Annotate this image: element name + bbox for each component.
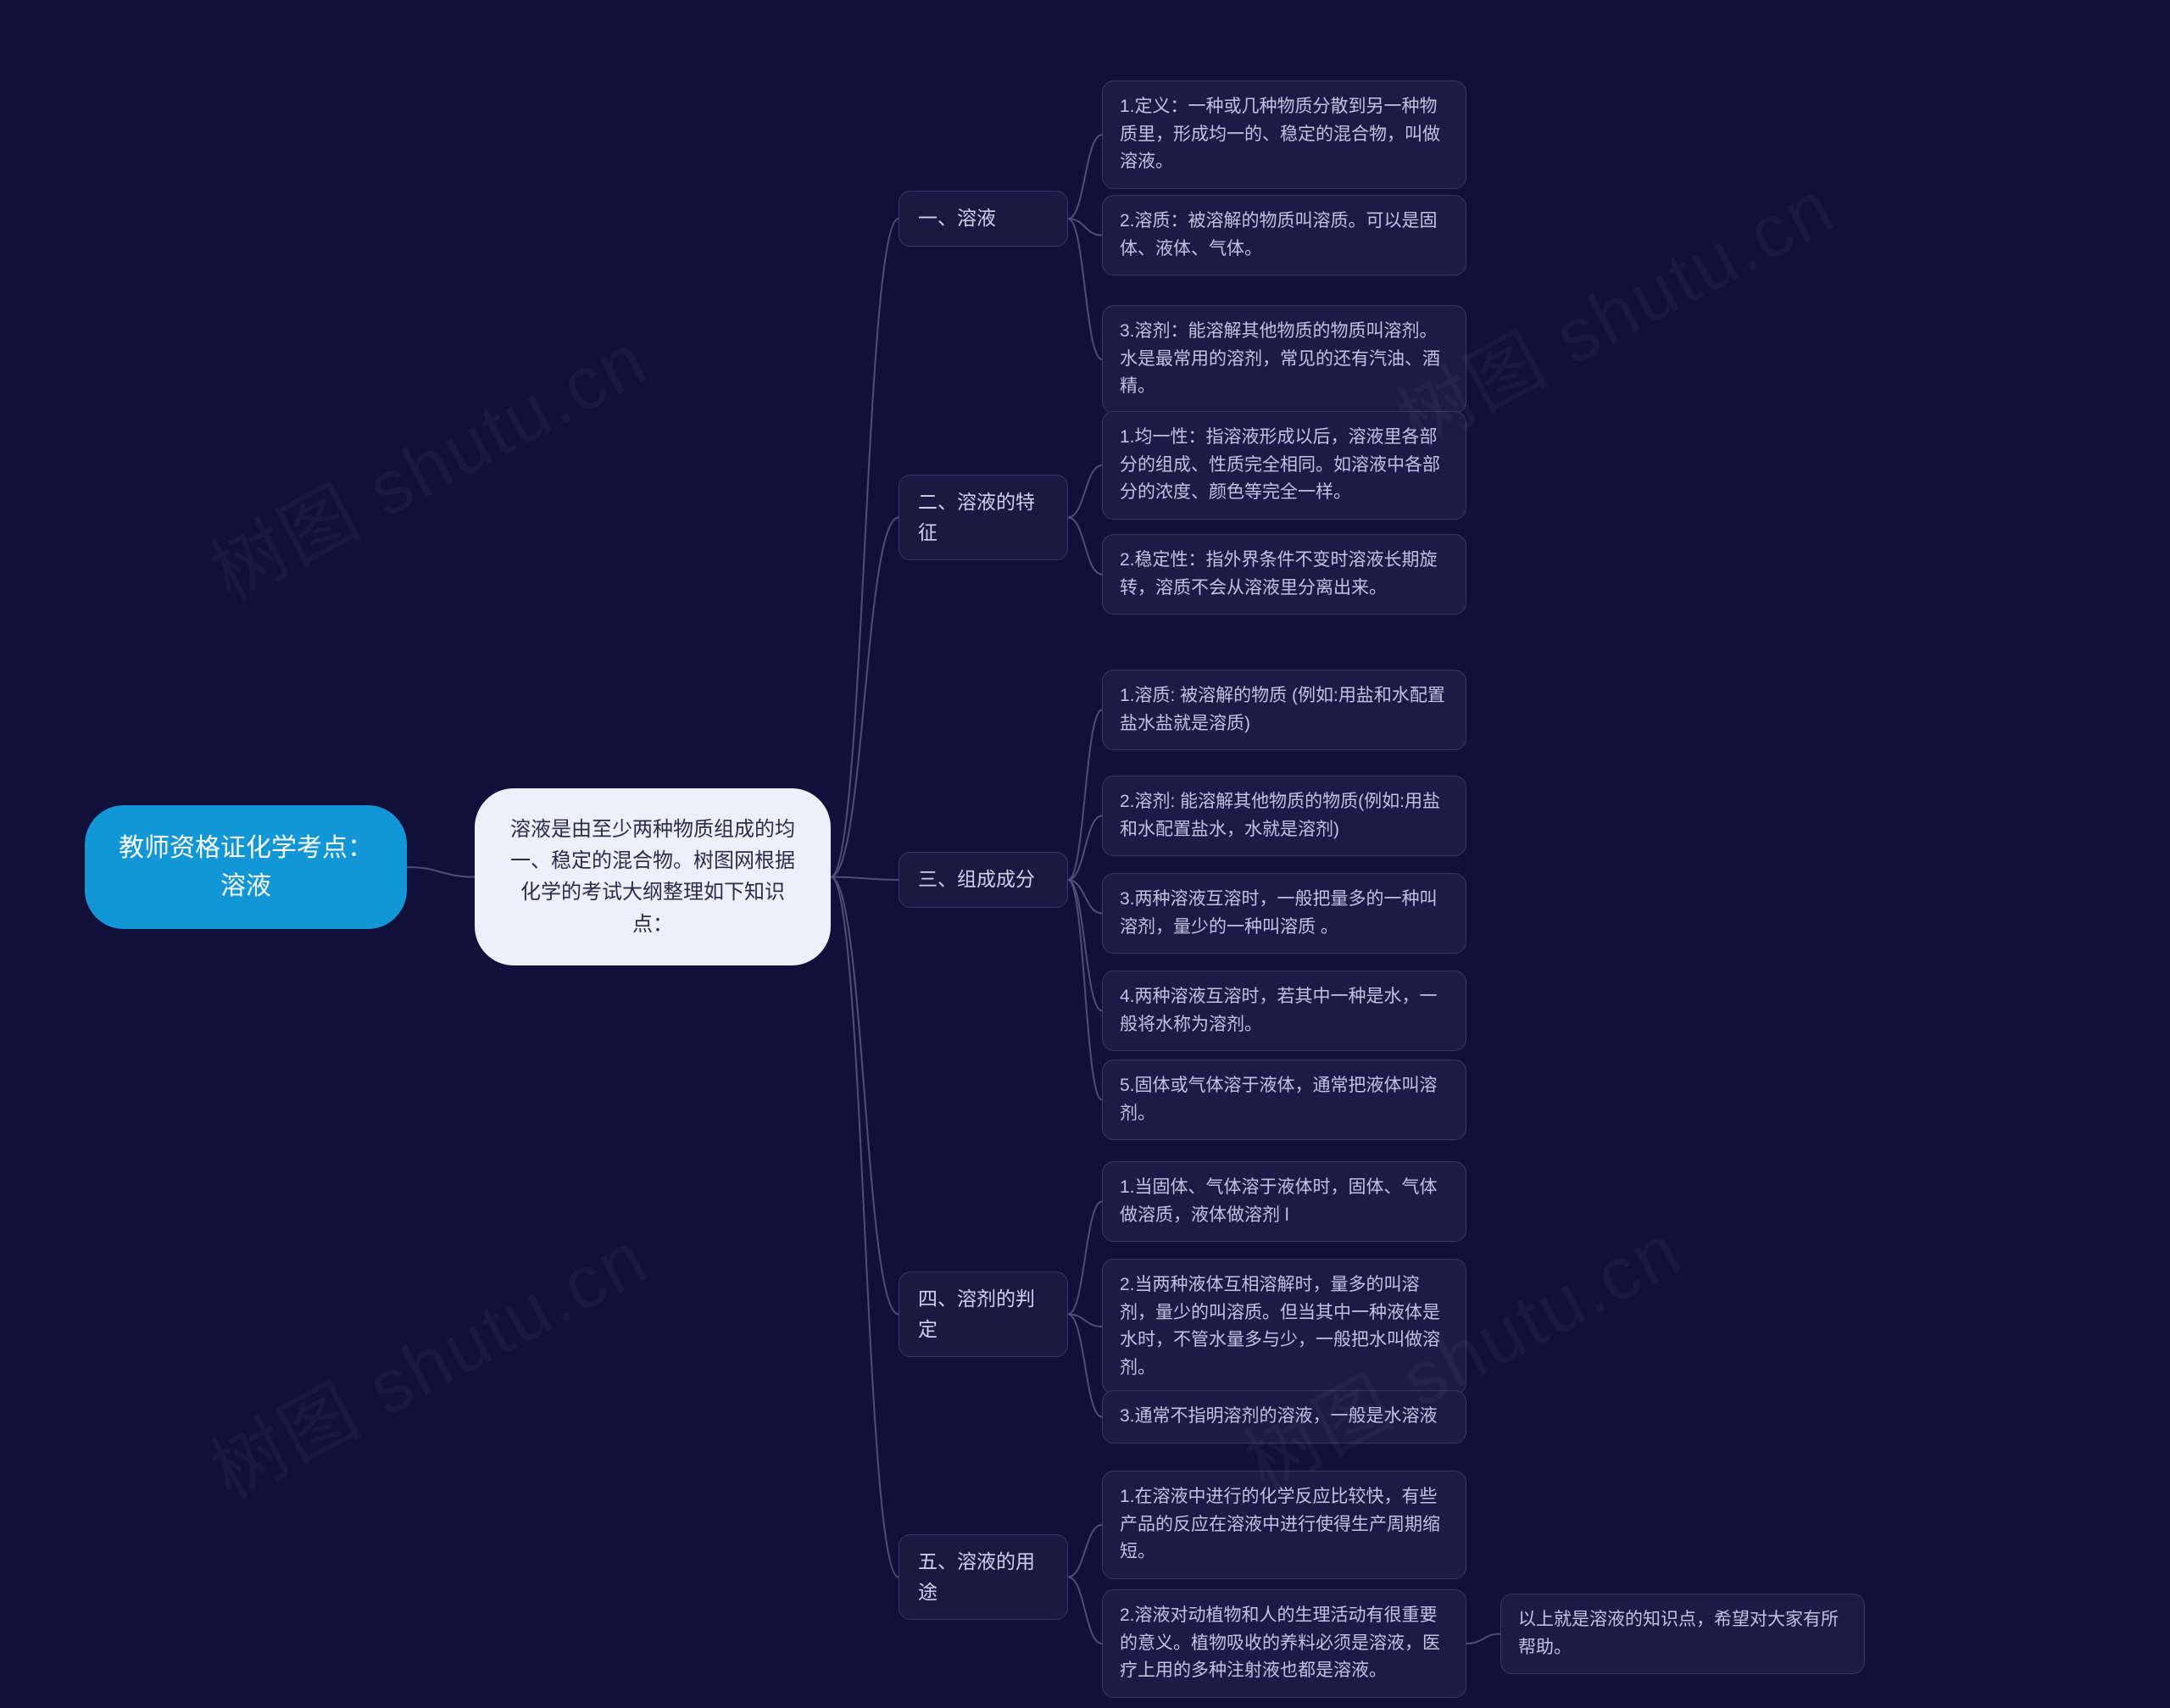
watermark: 树图 shutu.cn [189,1199,663,1520]
leaf-node: 1.当固体、气体溶于液体时，固体、气体做溶质，液体做溶剂 l [1102,1161,1466,1242]
leaf-node: 3.溶剂：能溶解其他物质的物质叫溶剂。水是最常用的溶剂，常见的还有汽油、酒精。 [1102,305,1466,414]
branch-node: 三、组成成分 [899,852,1068,908]
leaf-node: 3.两种溶液互溶时，一般把量多的一种叫溶剂，量少的一种叫溶质 。 [1102,873,1466,954]
leaf-node: 3.通常不指明溶剂的溶液，一般是水溶液 [1102,1390,1466,1444]
mindmap-desc: 溶液是由至少两种物质组成的均一、稳定的混合物。树图网根据化学的考试大纲整理如下知… [475,788,831,965]
leaf-node: 1.均一性：指溶液形成以后，溶液里各部分的组成、性质完全相同。如溶液中各部分的浓… [1102,411,1466,520]
leaf-node: 2.溶剂: 能溶解其他物质的物质(例如:用盐和水配置盐水，水就是溶剂) [1102,776,1466,856]
leaf-node: 1.在溶液中进行的化学反应比较快，有些产品的反应在溶液中进行使得生产周期缩短。 [1102,1471,1466,1579]
leaf-node: 1.定义：一种或几种物质分散到另一种物质里，形成均一的、稳定的混合物，叫做溶液。 [1102,81,1466,189]
leaf-node: 2.当两种液体互相溶解时，量多的叫溶剂，量少的叫溶质。但当其中一种液体是水时，不… [1102,1259,1466,1394]
leaf-node: 1.溶质: 被溶解的物质 (例如:用盐和水配置盐水盐就是溶质) [1102,670,1466,750]
leaf-node: 2.稳定性：指外界条件不变时溶液长期旋转，溶质不会从溶液里分离出来。 [1102,534,1466,615]
branch-node: 五、溶液的用途 [899,1534,1068,1620]
watermark: 树图 shutu.cn [189,301,663,621]
leaf-node-extra: 以上就是溶液的知识点，希望对大家有所帮助。 [1500,1594,1865,1674]
branch-node: 四、溶剂的判定 [899,1271,1068,1357]
leaf-node: 5.固体或气体溶于液体，通常把液体叫溶剂。 [1102,1060,1466,1140]
leaf-node: 2.溶质：被溶解的物质叫溶质。可以是固体、液体、气体。 [1102,195,1466,275]
leaf-node: 4.两种溶液互溶时，若其中一种是水，一般将水称为溶剂。 [1102,971,1466,1051]
branch-node: 二、溶液的特征 [899,475,1068,560]
mindmap-root: 教师资格证化学考点：溶液 [85,805,407,929]
leaf-node: 2.溶液对动植物和人的生理活动有很重要的意义。植物吸收的养料必须是溶液，医疗上用… [1102,1589,1466,1698]
branch-node: 一、溶液 [899,191,1068,247]
